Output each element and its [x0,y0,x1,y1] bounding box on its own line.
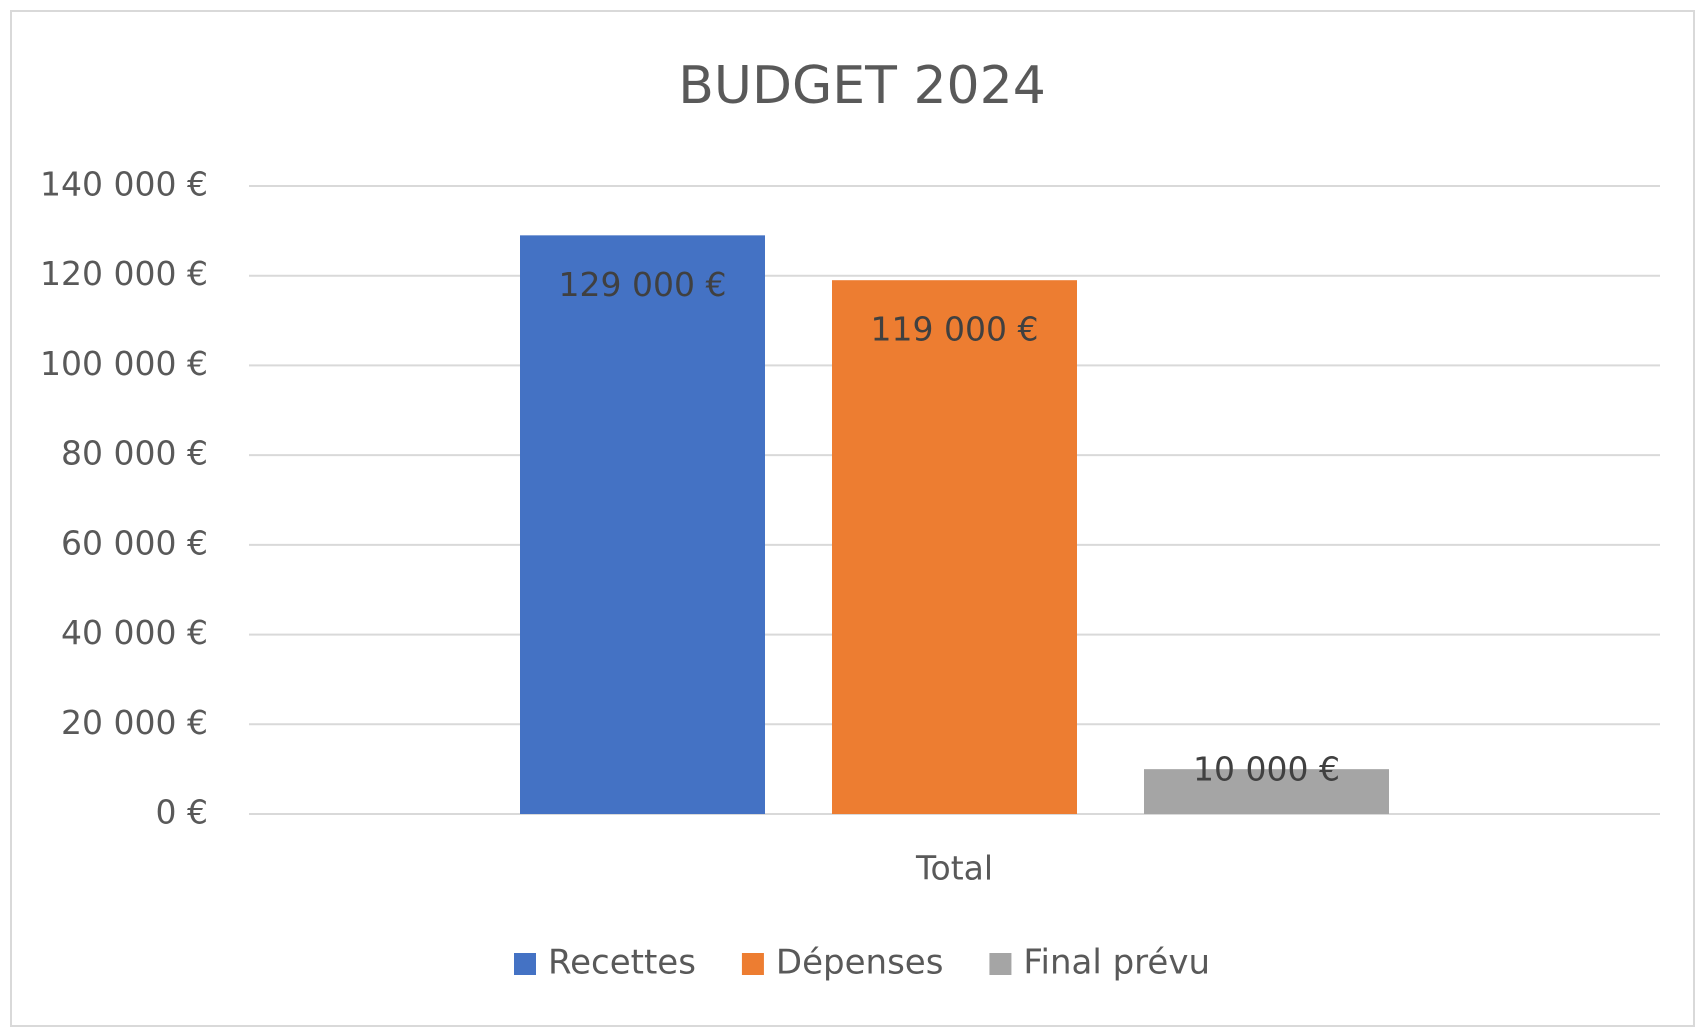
y-tick-label: 40 000 € [61,613,208,652]
data-label: 119 000 € [871,310,1039,349]
legend-swatch [741,953,764,975]
y-tick-label: 140 000 € [40,165,208,204]
data-label: 129 000 € [559,265,727,304]
bar [1144,769,1389,814]
y-tick-label: 80 000 € [61,434,208,473]
y-tick-label: 20 000 € [61,703,208,742]
legend-label: Dépenses [776,943,944,983]
legend-swatch [514,953,536,975]
legend-label: Final prévu [1023,943,1210,983]
legend-label: Recettes [548,943,696,983]
bar [520,235,765,815]
data-label: 10 000 € [1193,750,1340,789]
y-tick-label: 100 000 € [40,344,208,383]
x-tick-label: Total [915,849,993,888]
y-tick-label: 0 € [156,793,208,832]
chart-title: BUDGET 2024 [678,56,1046,116]
legend-swatch [989,953,1012,975]
y-tick-label: 60 000 € [61,523,208,562]
y-tick-label: 120 000 € [40,254,208,293]
bar [832,280,1077,814]
